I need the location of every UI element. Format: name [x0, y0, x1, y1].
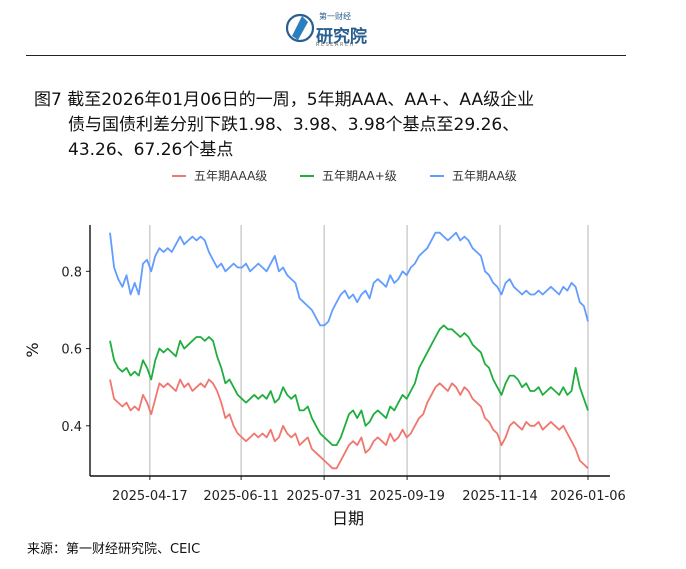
y-tick-label: 0.4 [61, 420, 82, 435]
x-axis-label: 日期 [332, 509, 364, 528]
x-tick-label: 2025-04-17 [112, 489, 188, 504]
figure-title: 图7 截至2026年01月06日的一周，5年期AAA、AA+、AA级企业 债与国… [34, 88, 634, 163]
x-tick-label: 2025-11-14 [462, 489, 538, 504]
legend-label: 五年期AA级 [452, 169, 517, 183]
title-line-1: 图7 截至2026年01月06日的一周，5年期AAA、AA+、AA级企业 [34, 90, 535, 110]
y-tick-label: 0.8 [61, 265, 82, 280]
logo-emblem-icon [286, 13, 315, 43]
brand-logo: 第一财经 研究院 RESEARCH [286, 8, 382, 54]
y-axis-label: % [23, 342, 42, 357]
y-tick-label: 0.6 [61, 343, 82, 358]
title-line-2: 债与国债利差分别下跌1.98、3.98、3.98个基点至29.26、 [68, 115, 520, 135]
series-lines [109, 231, 589, 470]
legend-label: 五年期AAA级 [194, 169, 267, 183]
chart-legend: 五年期AAA级 五年期AA+级 五年期AA级 [172, 169, 517, 183]
chart-axes: 2025-04-17 2025-06-11 2025-07-31 2025-09-19… [61, 225, 626, 504]
series-line-0 [109, 378, 589, 470]
series-line-1 [109, 324, 589, 447]
x-tick-label: 2025-09-19 [369, 489, 445, 504]
header-divider [26, 55, 626, 56]
series-line-2 [109, 231, 589, 327]
title-line-3: 43.26、67.26个基点 [68, 140, 234, 160]
source-note: 来源：第一财经研究院、CEIC [27, 542, 201, 557]
legend-label: 五年期AA+级 [322, 169, 397, 183]
logo-main-text: 研究院 [316, 27, 367, 47]
x-tick-label: 2025-07-31 [286, 489, 362, 504]
logo-top-text: 第一财经 [319, 12, 351, 21]
logo-sub-text: RESEARCH [316, 42, 355, 48]
x-tick-label: 2025-06-11 [203, 489, 279, 504]
x-tick-label: 2026-01-06 [550, 489, 626, 504]
